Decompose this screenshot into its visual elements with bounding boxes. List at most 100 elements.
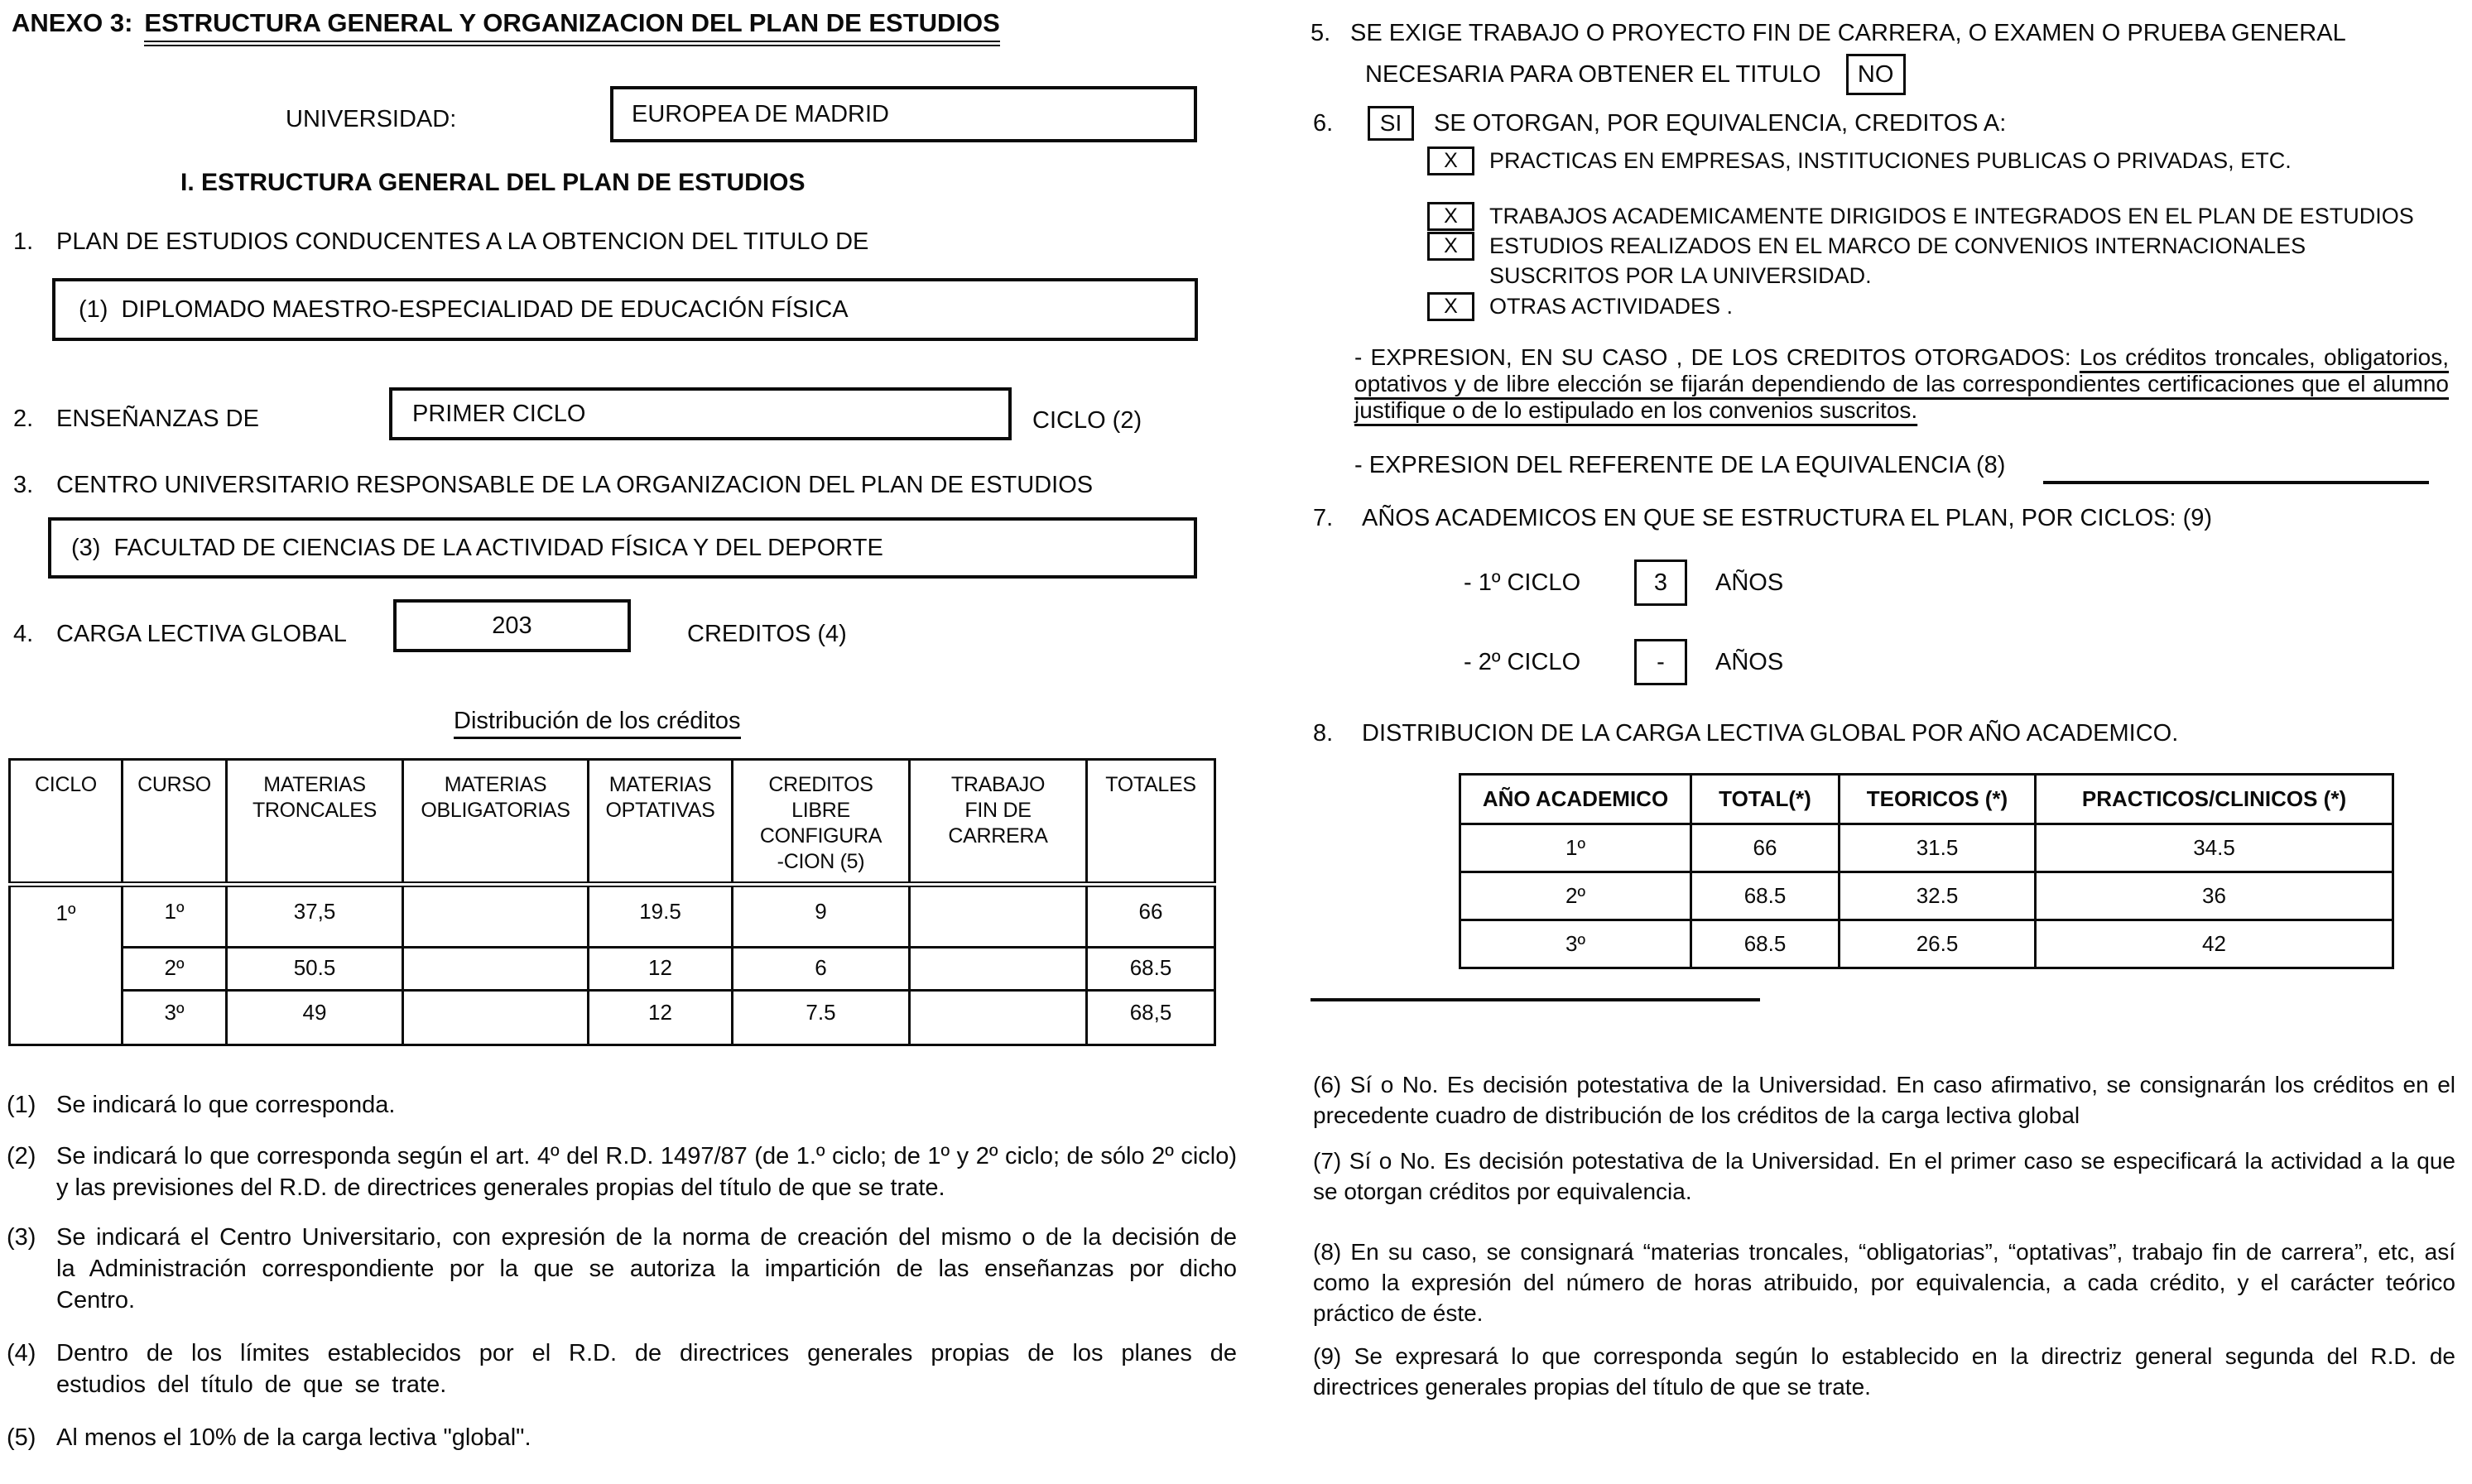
credits-cell-curso: 3º — [121, 989, 228, 1046]
credits-cell-obligatorias — [402, 946, 589, 992]
footnote-2-text: Se indicará lo que corresponda según el … — [56, 1143, 1237, 1201]
separator-line — [1311, 998, 1760, 1001]
credits-header-row: CICLO CURSO MATERIAS TRONCALES MATERIAS … — [8, 758, 1216, 887]
credits-distribution-table: CICLO CURSO MATERIAS TRONCALES MATERIAS … — [8, 758, 1216, 1046]
option-estudios-label: ESTUDIOS REALIZADOS EN EL MARCO DE CONVE… — [1489, 233, 2306, 288]
item5-line1: 5. SE EXIGE TRABAJO O PROYECTO FIN DE CA… — [1311, 20, 2346, 47]
cycle1-row: - 1º CICLO 3 AÑOS — [1464, 560, 1783, 606]
cycle1-value: 3 — [1653, 569, 1668, 596]
credits-cell-curso: 1º — [121, 883, 228, 949]
item3-label: CENTRO UNIVERSITARIO RESPONSABLE DE LA O… — [56, 472, 1094, 498]
item5-line2: NECESARIA PARA OBTENER EL TITULO NO — [1365, 54, 2346, 95]
centro-value: FACULTAD DE CIENCIAS DE LA ACTIVIDAD FÍS… — [113, 534, 883, 561]
ensenanzas-value: PRIMER CICLO — [412, 400, 586, 427]
footnote-1: (1) Se indicará lo que corresponda. — [7, 1089, 1237, 1121]
load-header-row: AÑO ACADEMICO TOTAL(*) TEORICOS (*) PRAC… — [1459, 773, 2394, 825]
item5-answer: NO — [1857, 60, 1894, 88]
credits-cell-obligatorias — [402, 883, 589, 949]
item5-label-line1: SE EXIGE TRABAJO O PROYECTO FIN DE CARRE… — [1350, 20, 2346, 46]
item5-answer-box: NO — [1845, 54, 1906, 95]
credits-cell-totales: 68.5 — [1085, 946, 1216, 992]
universidad-value: EUROPEA DE MADRID — [632, 100, 889, 127]
load-cell-total: 66 — [1690, 823, 1840, 873]
titulo-value: DIPLOMADO MAESTRO-ESPECIALIDAD DE EDUCAC… — [121, 295, 849, 323]
credits-cell-totales: 66 — [1085, 883, 1216, 949]
load-row-3: 3º 68.5 26.5 42 — [1459, 919, 2394, 969]
cycle2-row: - 2º CICLO - AÑOS — [1464, 639, 1783, 685]
item2-number: 2. — [13, 406, 34, 432]
load-cell-ano: 1º — [1459, 823, 1692, 873]
credits-cell-ciclo: 1º — [8, 883, 123, 1046]
titulo-value-box: (1) DIPLOMADO MAESTRO-ESPECIALIDAD DE ED… — [52, 278, 1198, 341]
equivalencia-option-otras: X OTRAS ACTIVIDADES . — [1427, 291, 1733, 321]
item5-block: 5. SE EXIGE TRABAJO O PROYECTO FIN DE CA… — [1311, 20, 2346, 95]
load-header-total: TOTAL(*) — [1690, 773, 1840, 825]
credits-cell-totales: 68,5 — [1085, 989, 1216, 1046]
load-cell-practicos: 42 — [2034, 919, 2394, 969]
item4-number: 4. — [13, 621, 34, 647]
checkbox-estudios-mark: X — [1444, 234, 1458, 257]
centro-marker: (3) — [71, 534, 101, 561]
credits-header-optativas: MATERIAS OPTATIVAS — [587, 758, 733, 887]
item1-row: 1. PLAN DE ESTUDIOS CONDUCENTES A LA OBT… — [13, 228, 868, 256]
item7-label: AÑOS ACADEMICOS EN QUE SE ESTRUCTURA EL … — [1362, 505, 2213, 531]
carga-lectiva-table: AÑO ACADEMICO TOTAL(*) TEORICOS (*) PRAC… — [1459, 773, 2394, 969]
credits-cell-troncales: 49 — [225, 989, 404, 1046]
item5-label-line2: NECESARIA PARA OBTENER EL TITULO — [1365, 60, 1821, 88]
cycle2-suffix: AÑOS — [1715, 648, 1784, 675]
footnote-7: (7) Sí o No. Es decisión potestativa de … — [1313, 1148, 2455, 1204]
footnote-1-text: Se indicará lo que corresponda. — [56, 1092, 396, 1118]
footnote-4-number: (4) — [7, 1340, 36, 1366]
footnote-3-text: Se indicará el Centro Universitario, con… — [56, 1224, 1237, 1314]
credits-header-trabajo: TRABAJO FIN DE CARRERA — [908, 758, 1088, 887]
universidad-value-box: EUROPEA DE MADRID — [610, 86, 1197, 142]
item6-number: 6. — [1313, 109, 1334, 137]
credits-header-ciclo: CICLO — [8, 758, 123, 887]
cycle2-value: - — [1657, 648, 1665, 675]
credits-cell-optativas: 19.5 — [587, 883, 733, 949]
load-cell-teoricos: 26.5 — [1838, 919, 2037, 969]
expresion-creditos-underlined: Los créditos troncales, obligatorios, op… — [1354, 344, 2449, 423]
item6-answer: SI — [1379, 110, 1402, 136]
item3-number: 3. — [13, 472, 34, 498]
option-otras-label: OTRAS ACTIVIDADES . — [1489, 294, 1734, 319]
credits-cell-trabajo — [908, 883, 1088, 949]
referente-equivalencia-label: - EXPRESION DEL REFERENTE DE LA EQUIVALE… — [1354, 452, 2006, 478]
load-cell-total: 68.5 — [1690, 919, 1840, 969]
credits-header-libre: CREDITOS LIBRE CONFIGURA -CION (5) — [731, 758, 911, 887]
cycle1-suffix: AÑOS — [1715, 569, 1784, 596]
cycle1-label: - 1º CICLO — [1464, 569, 1581, 596]
load-cell-practicos: 36 — [2034, 871, 2394, 921]
load-cell-ano: 2º — [1459, 871, 1692, 921]
item8-row: 8. DISTRIBUCION DE LA CARGA LECTIVA GLOB… — [1313, 720, 2178, 747]
footnote-4-text: Dentro de los límites establecidos por e… — [56, 1340, 1237, 1398]
credits-header-totales: TOTALES — [1085, 758, 1216, 887]
checkbox-estudios: X — [1427, 232, 1474, 261]
option-practicas-label: PRACTICAS EN EMPRESAS, INSTITUCIONES PUB… — [1489, 148, 2292, 173]
credits-cell-optativas: 12 — [587, 989, 733, 1046]
footnote-8: (8) En su caso, se consignará “materias … — [1313, 1239, 2455, 1326]
footnote-5: (5) Al menos el 10% de la carga lectiva … — [7, 1422, 1237, 1453]
item3-row: 3. CENTRO UNIVERSITARIO RESPONSABLE DE L… — [13, 472, 1093, 499]
cycle1-value-box: 3 — [1634, 560, 1687, 606]
load-cell-teoricos: 31.5 — [1838, 823, 2037, 873]
credits-row-2: 2º 50.5 12 6 68.5 — [10, 946, 1216, 992]
credits-cell-libre: 7.5 — [731, 989, 911, 1046]
anexo-heading: ANEXO 3: ESTRUCTURA GENERAL Y ORGANIZACIO… — [12, 8, 1000, 46]
item6-answer-box: SI — [1368, 106, 1414, 141]
footnote-5-text: Al menos el 10% de la carga lectiva "glo… — [56, 1424, 531, 1451]
item7-row: 7. AÑOS ACADEMICOS EN QUE SE ESTRUCTURA … — [1313, 505, 2212, 532]
footnote-3: (3) Se indicará el Centro Universitario,… — [7, 1222, 1237, 1316]
equivalencia-option-trabajos: X TRABAJOS ACADEMICAMENTE DIRIGIDOS E IN… — [1427, 201, 2414, 231]
item6-label: SE OTORGAN, POR EQUIVALENCIA, CREDITOS A… — [1434, 109, 2007, 137]
item1-number: 1. — [13, 228, 34, 255]
load-header-practicos: PRACTICOS/CLINICOS (*) — [2034, 773, 2394, 825]
credits-cell-obligatorias — [402, 989, 589, 1046]
load-cell-total: 68.5 — [1690, 871, 1840, 921]
checkbox-practicas-mark: X — [1444, 149, 1458, 172]
footnote-4: (4) Dentro de los límites establecidos p… — [7, 1338, 1237, 1400]
load-row-2: 2º 68.5 32.5 36 — [1459, 871, 2394, 921]
anexo-label: ANEXO 3: — [12, 8, 133, 37]
credits-header-curso: CURSO — [121, 758, 228, 887]
